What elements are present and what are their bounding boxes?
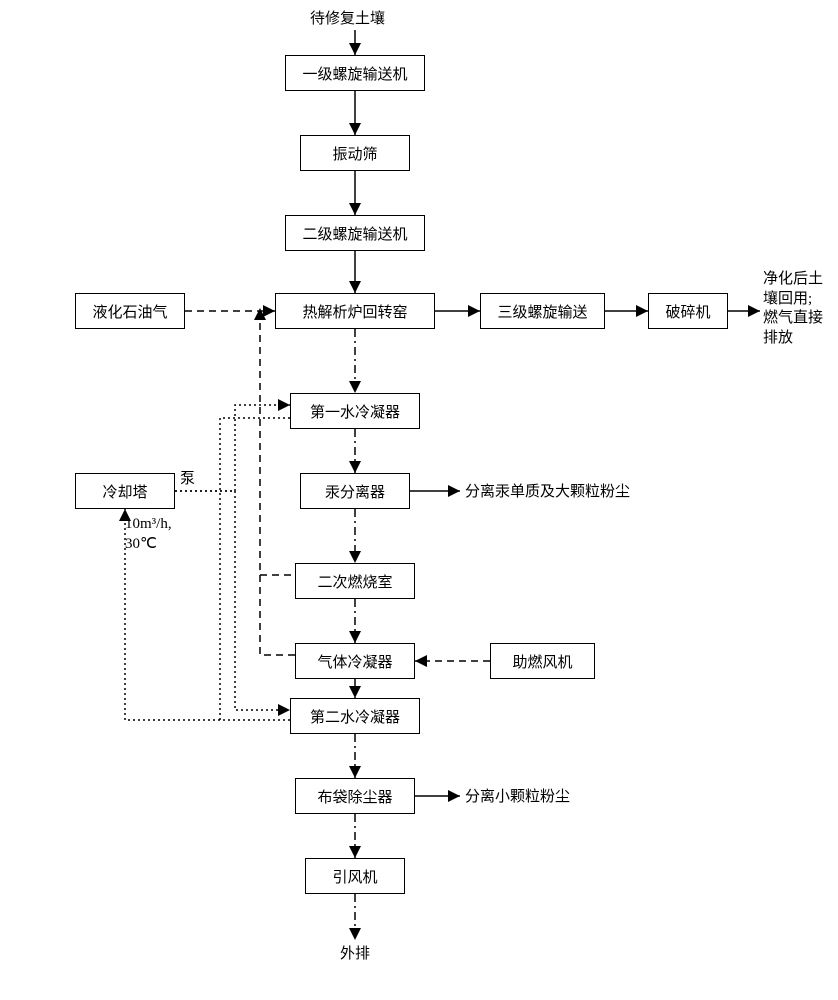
node-condenser1: 第一水冷凝器: [290, 393, 420, 429]
node-crusher: 破碎机: [648, 293, 728, 329]
label-exhaust: 外排: [340, 945, 370, 965]
label-hg-output: 分离汞单质及大颗粒粉尘: [465, 483, 630, 503]
node-conveyor3: 三级螺旋输送: [480, 293, 605, 329]
node-conveyor2: 二级螺旋输送机: [285, 215, 425, 251]
node-conveyor1: 一级螺旋输送机: [285, 55, 425, 91]
node-lpg: 液化石油气: [75, 293, 185, 329]
node-hg-separator: 汞分离器: [300, 473, 410, 509]
label-input-top: 待修复土壤: [310, 10, 385, 30]
node-vibrating-screen: 振动筛: [300, 135, 410, 171]
label-output-right: 净化后土 壤回用; 燃气直接 排放: [763, 270, 838, 348]
node-bag-filter: 布袋除尘器: [295, 778, 415, 814]
node-cooling-tower: 冷却塔: [75, 473, 175, 509]
label-pump: 泵: [180, 470, 195, 490]
node-secondary-combustion: 二次燃烧室: [295, 563, 415, 599]
label-cooling-spec: 10m³/h, 30℃: [125, 515, 172, 554]
node-induced-fan: 引风机: [305, 858, 405, 894]
node-combustion-fan: 助燃风机: [490, 643, 595, 679]
label-dust-output: 分离小颗粒粉尘: [465, 788, 570, 808]
node-condenser2: 第二水冷凝器: [290, 698, 420, 734]
node-kiln: 热解析炉回转窑: [275, 293, 435, 329]
node-gas-condenser: 气体冷凝器: [295, 643, 415, 679]
